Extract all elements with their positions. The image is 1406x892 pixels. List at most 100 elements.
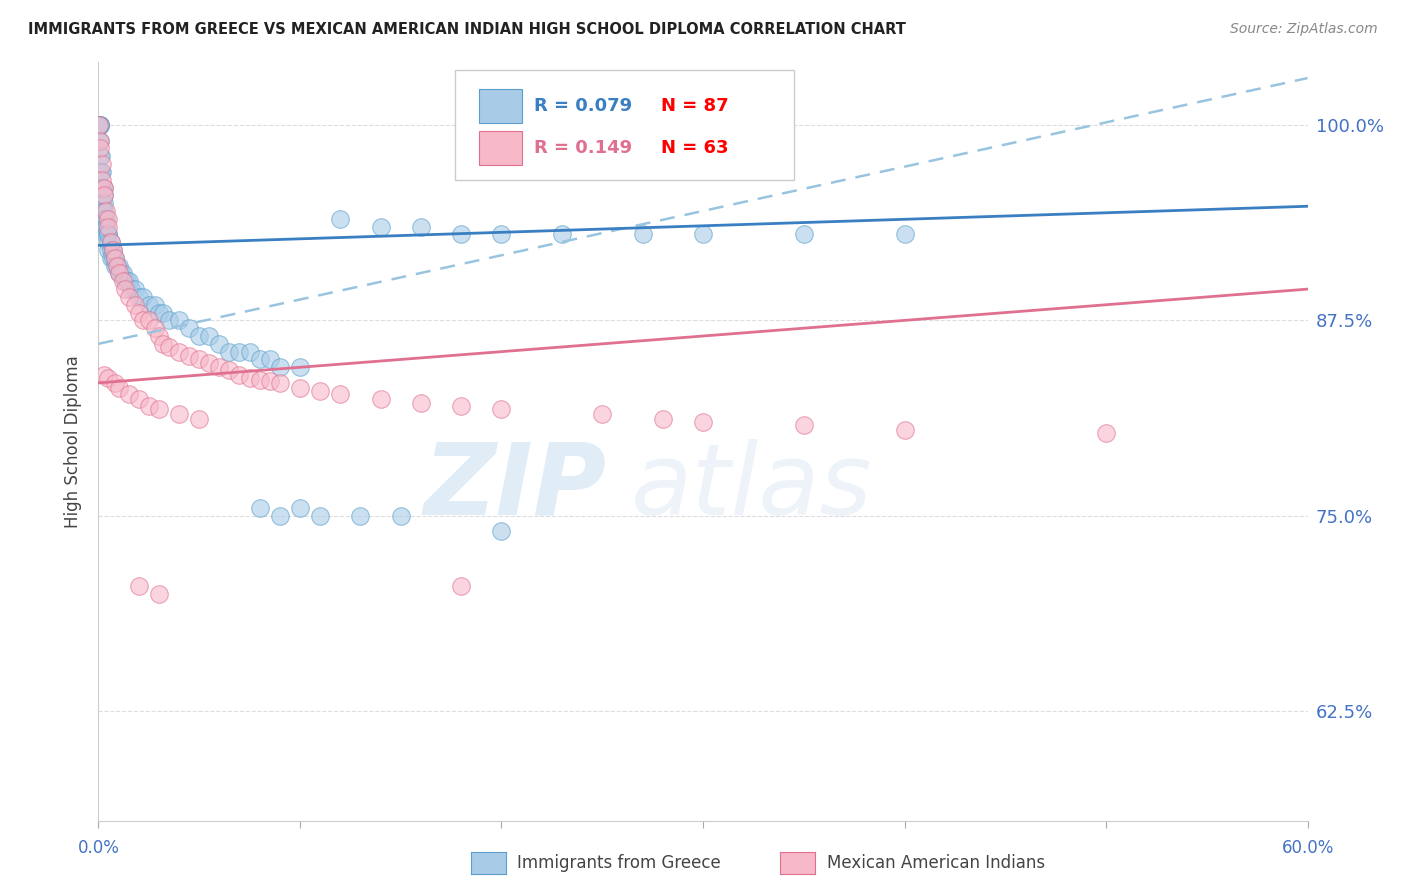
Point xyxy=(450,227,472,242)
Point xyxy=(89,118,111,132)
Point xyxy=(114,282,136,296)
Point xyxy=(100,235,122,250)
Text: N = 63: N = 63 xyxy=(661,139,728,157)
Point xyxy=(179,321,201,335)
Point xyxy=(103,251,125,265)
Point xyxy=(103,259,125,273)
Point xyxy=(91,196,114,211)
Point xyxy=(239,344,262,359)
Point xyxy=(218,363,240,377)
Point xyxy=(491,227,513,242)
Point xyxy=(269,376,291,390)
Text: 0.0%: 0.0% xyxy=(77,839,120,857)
Point xyxy=(228,344,250,359)
Point xyxy=(329,211,352,226)
Point xyxy=(97,371,120,385)
Point xyxy=(188,352,211,367)
Point xyxy=(97,219,120,234)
Point xyxy=(111,267,134,281)
Point xyxy=(551,227,574,242)
Point xyxy=(249,500,271,515)
Point xyxy=(111,274,134,288)
Point xyxy=(148,402,170,417)
FancyBboxPatch shape xyxy=(479,130,522,165)
Text: Mexican American Indians: Mexican American Indians xyxy=(827,854,1045,871)
Point xyxy=(239,371,262,385)
Point xyxy=(309,508,332,523)
Point xyxy=(107,267,129,281)
Point xyxy=(132,313,155,327)
Point xyxy=(198,329,221,343)
Point xyxy=(893,423,915,437)
Point xyxy=(143,321,166,335)
Point xyxy=(89,134,111,148)
Point xyxy=(100,251,122,265)
Point xyxy=(107,259,129,273)
Point xyxy=(309,384,332,398)
Point xyxy=(110,267,132,281)
Point xyxy=(409,396,432,410)
Point xyxy=(128,305,150,319)
Point xyxy=(450,400,472,414)
Y-axis label: High School Diploma: High School Diploma xyxy=(65,355,83,528)
Point xyxy=(631,227,654,242)
Point xyxy=(188,329,211,343)
Text: R = 0.149: R = 0.149 xyxy=(534,139,631,157)
Point xyxy=(103,376,125,390)
Point xyxy=(89,118,111,132)
Point xyxy=(179,349,201,363)
Point xyxy=(105,259,128,273)
Point xyxy=(138,400,160,414)
Point xyxy=(89,149,111,163)
Point xyxy=(118,290,141,304)
Point xyxy=(90,165,112,179)
Text: IMMIGRANTS FROM GREECE VS MEXICAN AMERICAN INDIAN HIGH SCHOOL DIPLOMA CORRELATIO: IMMIGRANTS FROM GREECE VS MEXICAN AMERIC… xyxy=(28,22,905,37)
Point xyxy=(118,274,141,288)
Point xyxy=(93,180,115,194)
Point xyxy=(370,392,392,406)
Point xyxy=(89,118,111,132)
Point xyxy=(91,157,114,171)
Point xyxy=(107,267,129,281)
Point xyxy=(97,235,120,250)
Point xyxy=(101,243,124,257)
Point xyxy=(491,402,513,417)
Point xyxy=(97,227,120,242)
Point xyxy=(198,355,221,369)
Point xyxy=(259,375,281,389)
Point xyxy=(97,227,120,242)
Text: R = 0.079: R = 0.079 xyxy=(534,97,631,115)
Point xyxy=(208,360,231,375)
Point xyxy=(93,219,115,234)
Point xyxy=(91,219,114,234)
Point xyxy=(124,282,146,296)
Point xyxy=(389,508,412,523)
Point xyxy=(89,118,111,132)
Point xyxy=(208,336,231,351)
Point xyxy=(93,203,115,218)
Point xyxy=(91,180,114,194)
Point xyxy=(93,180,115,194)
Text: ZIP: ZIP xyxy=(423,439,606,535)
Point xyxy=(793,418,815,433)
Point xyxy=(450,579,472,593)
Point xyxy=(793,227,815,242)
FancyBboxPatch shape xyxy=(479,89,522,123)
Text: atlas: atlas xyxy=(630,439,872,535)
Point xyxy=(89,118,111,132)
Point xyxy=(269,508,291,523)
Point xyxy=(101,251,124,265)
Point xyxy=(103,251,125,265)
Point xyxy=(288,381,311,395)
Point xyxy=(89,134,111,148)
Point xyxy=(167,313,190,327)
Point xyxy=(91,172,114,186)
Point xyxy=(329,387,352,401)
Point xyxy=(93,211,115,226)
Point xyxy=(143,298,166,312)
Point xyxy=(370,219,392,234)
Point xyxy=(89,118,111,132)
Point xyxy=(115,274,138,288)
Point xyxy=(157,313,180,327)
Point xyxy=(89,196,111,211)
